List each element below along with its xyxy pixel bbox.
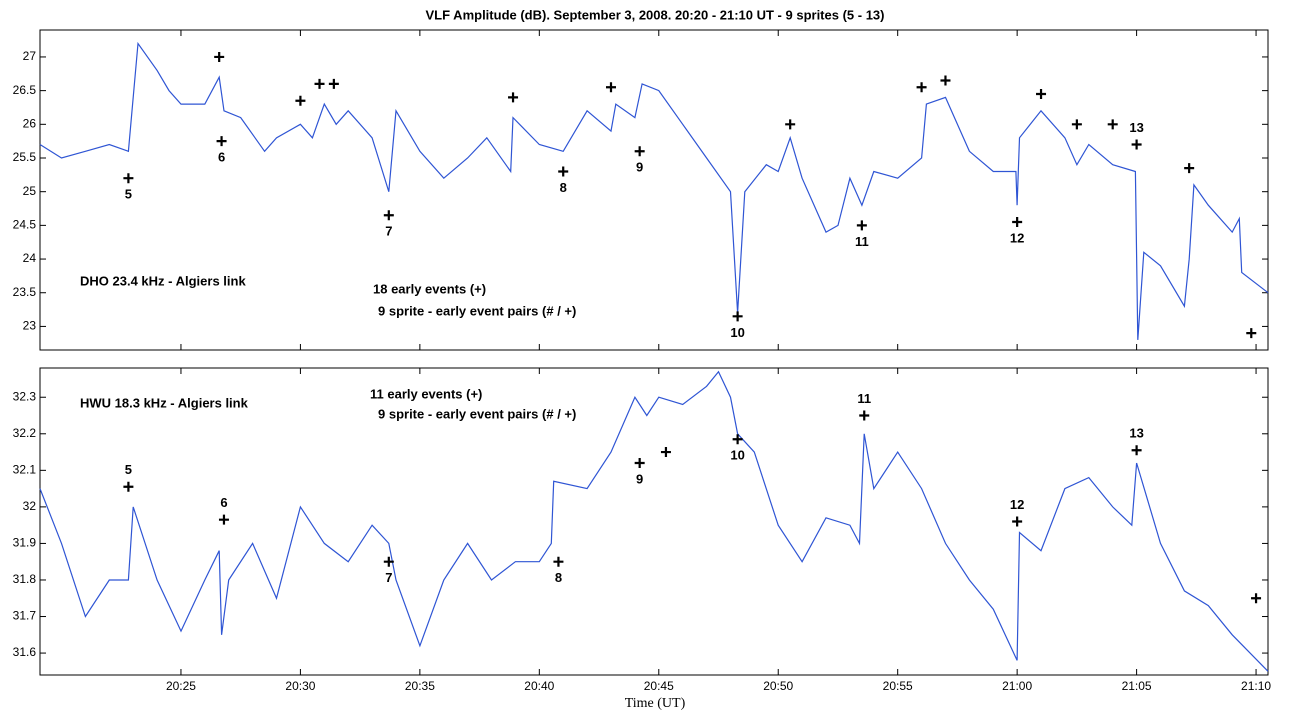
x-tick-label: 20:40 — [524, 679, 554, 693]
y-tick-label: 24 — [23, 251, 37, 265]
event-label: 8 — [560, 180, 567, 195]
event-marker — [214, 51, 225, 62]
event-label: 7 — [385, 570, 392, 585]
panel-note: 18 early events (+) — [373, 281, 486, 296]
y-tick-label: 32.3 — [13, 389, 37, 403]
event-label: 9 — [636, 471, 643, 486]
y-tick-label: 31.7 — [13, 609, 37, 623]
data-line — [39, 370, 1269, 672]
x-axis-label: Time (UT) — [625, 696, 686, 711]
event-marker — [1036, 89, 1047, 99]
event-label: 8 — [555, 570, 562, 585]
event-label: 10 — [730, 448, 744, 463]
event-marker — [295, 95, 306, 106]
y-tick-label: 25.5 — [13, 150, 37, 164]
panel-note: 11 early events (+) — [370, 386, 482, 401]
event-marker — [1071, 119, 1082, 130]
event-marker — [785, 119, 796, 130]
event-marker — [1012, 516, 1023, 527]
event-label: 12 — [1010, 497, 1024, 512]
event-marker — [383, 556, 394, 567]
y-tick-label: 31.9 — [13, 536, 37, 550]
event-marker — [916, 82, 927, 93]
y-tick-label: 31.8 — [13, 572, 37, 586]
y-tick-label: 26 — [23, 116, 37, 130]
event-marker — [856, 220, 867, 231]
event-marker — [314, 78, 325, 89]
x-tick-label: 20:50 — [763, 679, 793, 693]
event-label: 11 — [857, 391, 871, 406]
event-marker — [1184, 163, 1195, 174]
event-marker — [1251, 593, 1262, 604]
event-marker — [732, 311, 743, 322]
event-marker — [216, 136, 227, 147]
event-marker — [660, 447, 671, 458]
x-tick-label: 20:45 — [644, 679, 674, 693]
event-marker — [218, 514, 229, 525]
event-label: 7 — [385, 224, 392, 239]
y-tick-label: 32 — [23, 499, 37, 513]
event-label: 6 — [218, 150, 225, 165]
y-tick-label: 26.5 — [13, 83, 37, 97]
event-marker — [940, 75, 951, 86]
y-tick-label: 23 — [23, 319, 37, 333]
event-label: 10 — [730, 325, 744, 340]
panel-note: DHO 23.4 kHz - Algiers link — [80, 273, 246, 288]
event-marker — [1131, 139, 1142, 150]
x-tick-label: 21:00 — [1002, 679, 1032, 693]
event-label: 9 — [636, 160, 643, 175]
event-label: 6 — [220, 495, 227, 510]
event-label: 5 — [125, 462, 132, 477]
event-label: 12 — [1010, 230, 1024, 245]
event-marker — [558, 166, 569, 177]
plot-frame — [39, 29, 1269, 351]
event-marker — [859, 410, 870, 421]
plot-frame — [39, 367, 1269, 676]
event-label: 11 — [855, 234, 869, 249]
event-marker — [123, 173, 134, 184]
event-label: 13 — [1129, 426, 1143, 441]
event-marker — [1131, 445, 1142, 456]
event-marker — [508, 92, 519, 103]
x-tick-label: 21:05 — [1122, 679, 1152, 693]
event-marker — [605, 82, 616, 93]
y-tick-label: 25 — [23, 184, 37, 198]
x-tick-label: 20:35 — [405, 679, 435, 693]
y-tick-label: 32.1 — [13, 463, 37, 477]
panel-note: 9 sprite - early event pairs (# / +) — [378, 406, 576, 421]
event-marker — [1012, 217, 1023, 227]
y-tick-label: 32.2 — [13, 426, 37, 440]
event-marker — [328, 78, 339, 89]
panel-note: HWU 18.3 kHz - Algiers link — [80, 395, 249, 410]
chart-title: VLF Amplitude (dB). September 3, 2008. 2… — [426, 7, 885, 22]
panel-note: 9 sprite - early event pairs (# / +) — [378, 303, 576, 318]
event-marker — [123, 481, 134, 492]
event-marker — [732, 434, 743, 445]
x-tick-label: 20:25 — [166, 679, 196, 693]
event-label: 13 — [1129, 120, 1143, 135]
y-tick-label: 23.5 — [13, 285, 37, 299]
event-marker — [553, 556, 564, 567]
event-label: 5 — [125, 187, 132, 202]
data-line — [39, 41, 1269, 340]
y-tick-label: 27 — [23, 49, 37, 63]
event-marker — [383, 210, 394, 221]
event-marker — [1246, 328, 1257, 339]
event-marker — [634, 146, 645, 157]
x-tick-label: 20:55 — [883, 679, 913, 693]
event-marker — [1107, 119, 1118, 130]
x-tick-label: 20:30 — [285, 679, 315, 693]
x-tick-label: 21:10 — [1241, 679, 1271, 693]
y-tick-label: 31.6 — [13, 645, 37, 659]
event-marker — [634, 458, 645, 469]
y-tick-label: 24.5 — [13, 218, 37, 232]
